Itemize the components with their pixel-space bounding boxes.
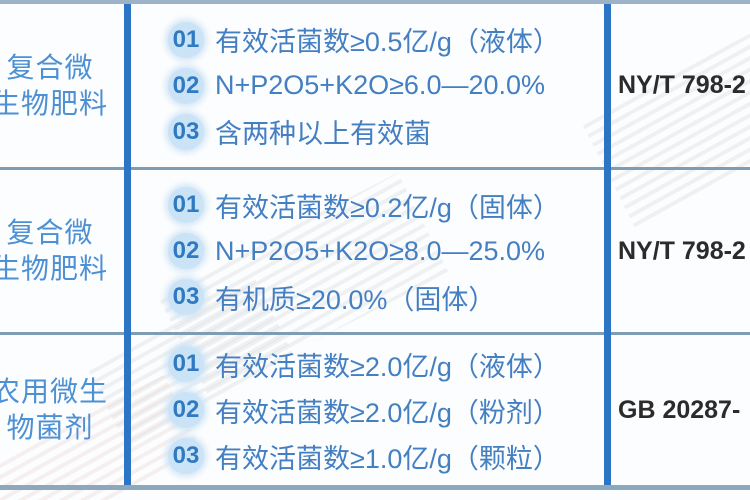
- number-badge: 03: [168, 438, 204, 474]
- spec-text: 含两种以上有效菌: [215, 119, 431, 149]
- number-badge: 02: [168, 233, 204, 269]
- spec-list: 01 有效活菌数≥2.0亿/g（液体） 02 有效活菌数≥2.0亿/g（粉剂） …: [160, 335, 600, 485]
- spec-list: 01 有效活菌数≥0.2亿/g（固体） 02 N+P2O5+K2O≥8.0—25…: [160, 170, 600, 332]
- row-divider: [0, 332, 750, 335]
- category-cell: 农用微生 物菌剂: [0, 335, 116, 485]
- spec-text: 有效活菌数≥0.2亿/g（固体）: [215, 192, 560, 223]
- column-divider-right: [604, 4, 611, 485]
- number-badge: 02: [168, 67, 204, 104]
- spec-text: 有效活菌数≥2.0亿/g（粉剂）: [215, 397, 560, 428]
- spec-item: 01 有效活菌数≥0.5亿/g（液体）: [168, 21, 600, 59]
- spec-item: 02 N+P2O5+K2O≥8.0—25.0%: [168, 232, 600, 270]
- number-badge: 03: [168, 279, 204, 315]
- spec-item: 02 有效活菌数≥2.0亿/g（粉剂）: [168, 391, 600, 429]
- column-divider-left: [124, 4, 131, 485]
- row-divider: [0, 167, 750, 170]
- category-line: 复合微: [6, 51, 94, 83]
- table-row: 复合微 生物肥料 01 有效活菌数≥0.2亿/g（固体） 02 N+P2O5+K…: [0, 170, 750, 332]
- table-row: 农用微生 物菌剂 01 有效活菌数≥2.0亿/g（液体） 02 有效活菌数≥2.…: [0, 335, 750, 485]
- spec-text: 有效活菌数≥1.0亿/g（颗粒）: [215, 443, 560, 474]
- table-row: 复合微 生物肥料 01 有效活菌数≥0.5亿/g（液体） 02 N+P2O5+K…: [0, 4, 750, 167]
- standard-cell: NY/T 798-2: [618, 170, 750, 332]
- spec-list: 01 有效活菌数≥0.5亿/g（液体） 02 N+P2O5+K2O≥6.0—20…: [160, 4, 600, 167]
- standard-text: GB 20287-: [618, 395, 741, 424]
- spec-text: 有机质≥20.0%（固体）: [215, 284, 496, 315]
- spec-item: 03 含两种以上有效菌: [168, 113, 600, 151]
- standard-text: NY/T 798-2: [618, 236, 746, 265]
- number-badge: 03: [168, 113, 204, 150]
- category-line: 复合微: [6, 217, 94, 248]
- table-bottom-border: [0, 485, 750, 490]
- spec-item: 01 有效活菌数≥0.2亿/g（固体）: [168, 186, 600, 224]
- spec-item: 03 有效活菌数≥1.0亿/g（颗粒）: [168, 437, 600, 475]
- category-line: 物菌剂: [6, 412, 94, 443]
- spec-text: 有效活菌数≥0.5亿/g（液体）: [215, 27, 560, 57]
- standard-text: NY/T 798-2: [618, 71, 746, 99]
- category-line: 农用微生: [0, 376, 108, 407]
- number-badge: 02: [168, 392, 204, 428]
- standard-cell: GB 20287-: [618, 335, 750, 485]
- category-cell: 复合微 生物肥料: [0, 170, 116, 332]
- spec-item: 03 有机质≥20.0%（固体）: [168, 278, 600, 316]
- category-line: 生物肥料: [0, 87, 108, 119]
- number-badge: 01: [168, 346, 204, 382]
- spec-text: N+P2O5+K2O≥8.0—25.0%: [215, 235, 546, 266]
- category-line: 生物肥料: [0, 253, 108, 284]
- spec-text: 有效活菌数≥2.0亿/g（液体）: [215, 351, 560, 382]
- table-top-border: [0, 0, 750, 4]
- spec-text: N+P2O5+K2O≥6.0—20.0%: [215, 70, 546, 100]
- category-cell: 复合微 生物肥料: [0, 4, 116, 167]
- number-badge: 01: [168, 187, 204, 223]
- standard-cell: NY/T 798-2: [618, 4, 750, 167]
- spec-item: 02 N+P2O5+K2O≥6.0—20.0%: [168, 67, 600, 105]
- spec-item: 01 有效活菌数≥2.0亿/g（液体）: [168, 345, 600, 383]
- number-badge: 01: [168, 21, 204, 58]
